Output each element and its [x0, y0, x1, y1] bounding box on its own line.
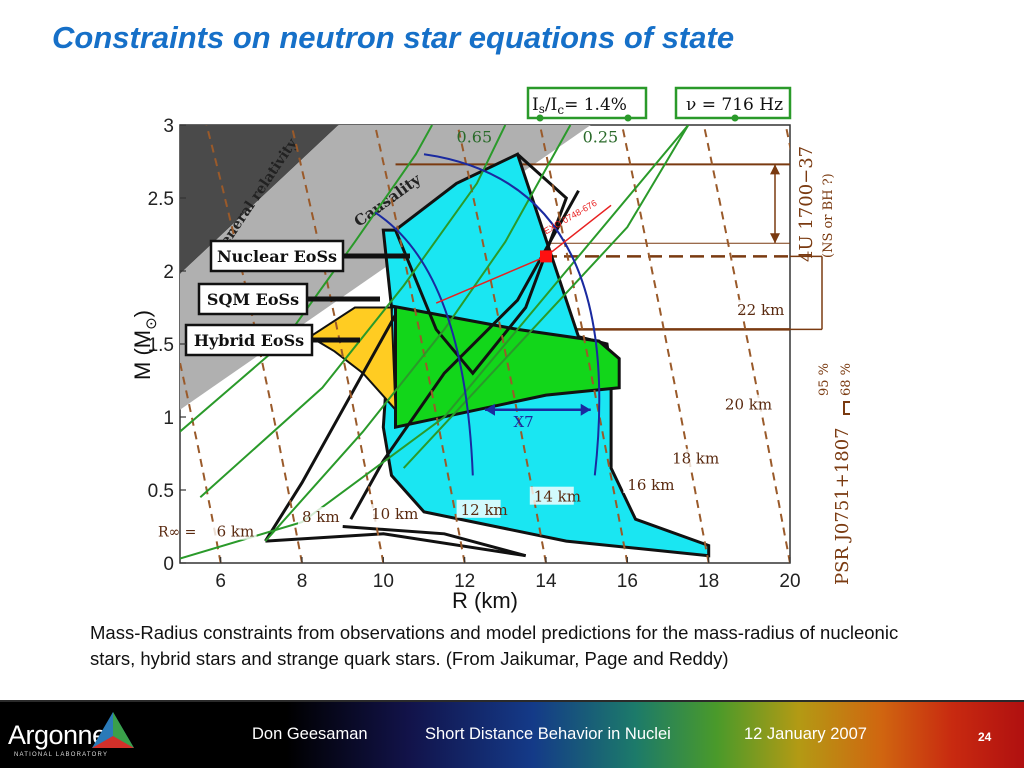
- footer-author: Don Geesaman: [252, 725, 368, 743]
- radius-curve-6: [180, 358, 222, 563]
- inertia-curve: [180, 125, 433, 433]
- radius-label-bg: [623, 475, 668, 493]
- radius-label: 18 km: [672, 450, 719, 468]
- conf-68-label: 68 %: [839, 363, 854, 396]
- nuclear-eos-box: [209, 239, 345, 273]
- radius-label: 20 km: [725, 396, 772, 414]
- x-tick-label: 18: [698, 571, 719, 592]
- inertia-marker-dot: [731, 114, 739, 122]
- x-tick-label: 14: [535, 571, 557, 592]
- x-tick-label: 16: [617, 571, 638, 592]
- u4-arrow-up: [770, 164, 780, 175]
- radius-label: 16 km: [627, 476, 674, 494]
- hybrid-eos-region: [390, 304, 621, 430]
- x7-inner-curve: [374, 211, 474, 476]
- u4-arrow-down: [770, 233, 780, 244]
- x7-outer-curve: [423, 153, 601, 476]
- y-tick-label: 2: [163, 262, 174, 283]
- radius-label-bg: [298, 507, 342, 526]
- radius-curve-8: [205, 125, 303, 563]
- radius-curve-10: [290, 125, 385, 563]
- x7-label: X7: [513, 413, 533, 431]
- argonne-logo-icon: [92, 712, 134, 748]
- conf-95-label: 95 %: [817, 363, 832, 396]
- page-number: 24: [978, 730, 992, 744]
- y-tick-label: 0.5: [148, 481, 174, 502]
- footer-event: Short Distance Behavior in Nuclei: [425, 725, 671, 743]
- x7-arrow-head-left: [485, 403, 495, 416]
- radius-curve-20: [702, 125, 790, 563]
- inertia-curve: [402, 125, 690, 469]
- y-axis-label: M (M⊙): [130, 310, 160, 380]
- inertia-curve: [264, 125, 572, 542]
- inertia-label-025: 0.25: [583, 128, 619, 147]
- u4-sublabel: (NS or BH ?): [821, 173, 836, 258]
- radius-label: 12 km: [461, 501, 508, 519]
- footer-divider: [0, 700, 1024, 702]
- inertia-marker-dot: [536, 114, 544, 122]
- y-tick-label: 1: [163, 408, 174, 429]
- radius-label: 8 km: [302, 508, 340, 526]
- y-tick-label: 2.5: [148, 189, 174, 210]
- x-tick-label: 10: [373, 571, 394, 592]
- exo-point: [540, 250, 552, 263]
- radius-label-bg: [456, 499, 501, 518]
- u4-label: 4U 1700−37: [796, 146, 817, 262]
- y-tick-label: 1.5: [148, 335, 174, 356]
- y-tick-label: 3: [163, 116, 174, 137]
- inertia-curve: [180, 125, 690, 560]
- x-tick-label: 8: [297, 571, 308, 592]
- x-tick-label: 12: [454, 571, 475, 592]
- radius-label: 22 km: [737, 301, 784, 319]
- radius-curve-16: [538, 125, 629, 563]
- inertia-label-065: 0.65: [457, 128, 493, 147]
- hybrid-eos-box: [184, 323, 314, 357]
- radius-label-bg: [720, 394, 765, 413]
- slide-caption: Mass-Radius constraints from observation…: [90, 622, 899, 669]
- radius-label: 14 km: [534, 488, 581, 506]
- radius-curve-12: [373, 125, 466, 563]
- psr-bracket-small: [843, 401, 850, 415]
- argonne-logo-subtitle: NATIONAL LABORATORY: [14, 752, 109, 758]
- x-tick-label: 6: [215, 571, 226, 592]
- psr-label: PSR J0751+1807: [832, 427, 853, 585]
- radius-curve-18: [621, 125, 710, 563]
- radius-label-bg: [212, 521, 257, 540]
- moment-ratio-box: [526, 86, 648, 120]
- x-tick-label: 20: [779, 571, 800, 592]
- gr-excluded-region: [180, 125, 339, 274]
- spin-frequency-box: [674, 86, 792, 120]
- radius-label-bg: [529, 486, 574, 505]
- y-tick-label: 0: [163, 554, 174, 575]
- slide-title: Constraints on neutron star equations of…: [52, 20, 735, 55]
- radius-label-bg: [668, 448, 713, 467]
- exo-line: [435, 255, 547, 304]
- r-infinity-label: R∞ =: [158, 525, 196, 541]
- inertia-marker-dot: [624, 114, 632, 122]
- radius-label-bg: [733, 299, 778, 318]
- argonne-logo-text: Argonne: [8, 720, 107, 750]
- radius-label-bg: [367, 504, 412, 523]
- footer-bar: [0, 702, 1024, 768]
- radius-label: 6 km: [217, 523, 255, 541]
- eos-outline-curve: [265, 532, 526, 558]
- x7-arrow-head-right: [580, 403, 591, 416]
- footer-date: 12 January 2007: [744, 725, 867, 743]
- eos-outline-curve: [394, 153, 569, 376]
- radius-label: 10 km: [371, 505, 418, 523]
- hybrid-eos-label: Hybrid EoSs: [194, 331, 304, 350]
- spin-frequency-label: ν = 716 Hz: [686, 95, 783, 115]
- sqm-eos-label: SQM EoSs: [207, 290, 299, 309]
- nuclear-eos-label: Nuclear EoSs: [217, 247, 337, 266]
- moment-ratio-label: Is/Ic= 1.4%: [532, 95, 627, 117]
- exo-line-2: [545, 204, 612, 257]
- inertia-curve: [199, 125, 507, 499]
- eos-outline-curve: [349, 189, 580, 520]
- x-axis-label: R (km): [452, 588, 518, 613]
- sqm-eos-region: [308, 306, 397, 413]
